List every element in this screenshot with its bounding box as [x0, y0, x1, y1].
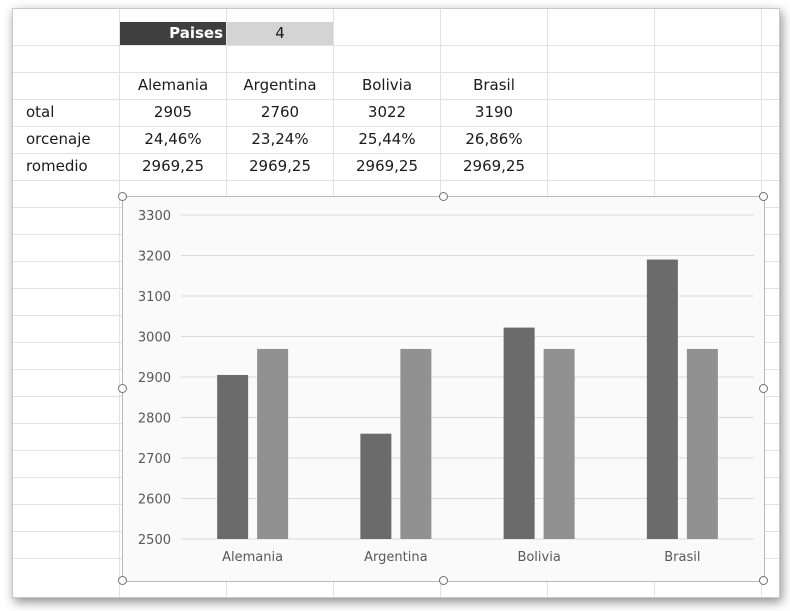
- percent-cell-alemania[interactable]: 24,46%: [144, 130, 202, 148]
- y-tick-label: 3200: [138, 250, 171, 265]
- y-tick-label: 2600: [138, 493, 171, 508]
- header-cell-brasil[interactable]: Brasil: [473, 76, 515, 94]
- y-tick-label: 2700: [138, 452, 171, 467]
- resize-handle-bottom-left[interactable]: [118, 576, 127, 585]
- average-cell-alemania[interactable]: 2969,25: [141, 157, 205, 175]
- average-cell-bolivia[interactable]: 2969,25: [355, 157, 419, 175]
- x-category-label: Alemania: [222, 550, 283, 565]
- percent-cell-bolivia[interactable]: 25,44%: [358, 130, 416, 148]
- row-divider: [13, 99, 779, 100]
- resize-handle-right[interactable]: [759, 384, 768, 393]
- paises-count-cell[interactable]: 4: [227, 22, 333, 45]
- x-category-label: Argentina: [364, 550, 427, 565]
- total-cell-alemania[interactable]: 2905: [153, 103, 193, 121]
- y-tick-label: 2500: [138, 533, 171, 548]
- resize-handle-left[interactable]: [118, 384, 127, 393]
- bar-brasil-series-1: [646, 259, 678, 539]
- header-cell-argentina[interactable]: Argentina: [243, 76, 317, 94]
- screenshot-frame: Paises 4 Alemania Argentina Bolivia Bras…: [12, 8, 780, 598]
- y-tick-label: 2800: [138, 412, 171, 427]
- y-tick-label: 3100: [138, 290, 171, 305]
- resize-handle-top-right[interactable]: [759, 192, 768, 201]
- resize-handle-top-left[interactable]: [118, 192, 127, 201]
- resize-handle-bottom-right[interactable]: [759, 576, 768, 585]
- bar-alemania-series-1: [217, 374, 249, 539]
- resize-handle-bottom[interactable]: [439, 576, 448, 585]
- total-cell-bolivia[interactable]: 3022: [367, 103, 407, 121]
- bar-bolivia-series-2: [543, 348, 575, 539]
- column-divider: [119, 9, 120, 597]
- row-label-total[interactable]: otal: [26, 103, 55, 121]
- bar-bolivia-series-1: [503, 327, 535, 539]
- bar-argentina-series-2: [400, 348, 432, 539]
- total-cell-argentina[interactable]: 2760: [260, 103, 300, 121]
- x-category-label: Bolivia: [517, 550, 560, 565]
- y-tick-label: 2900: [138, 371, 171, 386]
- paises-label-cell[interactable]: Paises: [120, 22, 226, 45]
- average-cell-brasil[interactable]: 2969,25: [462, 157, 526, 175]
- row-label-porcentaje[interactable]: orcenaje: [26, 130, 91, 148]
- total-cell-brasil[interactable]: 3190: [474, 103, 514, 121]
- bar-alemania-series-2: [257, 348, 289, 539]
- row-label-promedio[interactable]: romedio: [26, 157, 88, 175]
- row-divider: [13, 72, 779, 73]
- percent-cell-brasil[interactable]: 26,86%: [465, 130, 523, 148]
- bar-brasil-series-2: [686, 348, 718, 539]
- resize-handle-top[interactable]: [439, 192, 448, 201]
- header-cell-bolivia[interactable]: Bolivia: [361, 76, 413, 94]
- y-tick-label: 3000: [138, 331, 171, 346]
- bar-chart[interactable]: 2500 2600 2700 2800 2900 3000 3100 3200 3300 Alem…: [122, 196, 765, 582]
- header-cell-alemania[interactable]: Alemania: [137, 76, 209, 94]
- row-divider: [13, 180, 779, 181]
- bar-argentina-series-1: [360, 433, 392, 539]
- row-divider: [13, 153, 779, 154]
- row-divider: [13, 45, 779, 46]
- row-divider: [13, 126, 779, 127]
- x-category-label: Brasil: [664, 550, 700, 565]
- average-cell-argentina[interactable]: 2969,25: [248, 157, 312, 175]
- y-tick-label: 3300: [138, 209, 171, 224]
- chart-plot: 2500 2600 2700 2800 2900 3000 3100 3200 3300 Alem…: [138, 209, 754, 565]
- percent-cell-argentina[interactable]: 23,24%: [251, 130, 309, 148]
